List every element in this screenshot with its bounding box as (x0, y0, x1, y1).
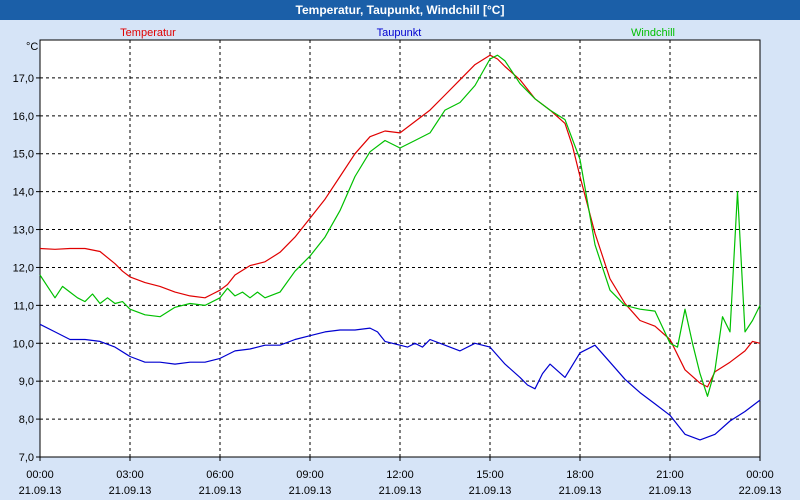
plot-background (39, 39, 761, 458)
window-title: Temperatur, Taupunkt, Windchill [°C] (295, 3, 505, 17)
x-tick-date-label: 21.09.13 (649, 485, 692, 497)
series-line-windchill (39, 54, 761, 397)
x-tick-time-label: 12:00 (386, 469, 414, 481)
y-tick-label: 15,0 (13, 149, 34, 161)
window-title-bar: Temperatur, Taupunkt, Windchill [°C] (0, 0, 800, 20)
y-tick-label: 11,0 (13, 300, 34, 312)
y-tick-label: 8,0 (19, 414, 34, 426)
series-line-temperatur (39, 54, 761, 388)
legend-temperatur: Temperatur (120, 27, 176, 39)
y-tick-label: 17,0 (13, 73, 34, 85)
x-tick-date-label: 21.09.13 (559, 485, 602, 497)
legend: Temperatur Taupunkt Windchill (120, 27, 675, 39)
y-tick-label: 16,0 (13, 111, 34, 123)
y-tick-label: 12,0 (13, 262, 34, 274)
y-axis-unit-label: °C (26, 41, 38, 53)
x-tick-time-label: 21:00 (656, 469, 684, 481)
x-tick-date-label: 21.09.13 (289, 485, 332, 497)
grid (40, 40, 760, 457)
x-tick-date-label: 21.09.13 (19, 485, 62, 497)
y-tick-label: 10,0 (13, 338, 34, 350)
x-tick-time-label: 06:00 (206, 469, 234, 481)
x-tick-time-label: 00:00 (746, 469, 774, 481)
x-tick-time-label: 15:00 (476, 469, 504, 481)
x-tick-time-label: 18:00 (566, 469, 594, 481)
y-tick-label: 9,0 (19, 376, 34, 388)
series-group (39, 54, 761, 441)
x-tick-time-label: 00:00 (26, 469, 54, 481)
x-tick-date-label: 22.09.13 (739, 485, 782, 497)
x-tick-date-label: 21.09.13 (469, 485, 512, 497)
legend-windchill: Windchill (631, 27, 675, 39)
x-tick-date-label: 21.09.13 (109, 485, 152, 497)
x-tick-time-label: 09:00 (296, 469, 324, 481)
axes: °C 7,0 8,0 9,0 10,0 11,0 12,0 13,0 14,0 15,0 16,0… (13, 41, 782, 497)
x-tick-date-label: 21.09.13 (199, 485, 242, 497)
x-tick-date-label: 21.09.13 (379, 485, 422, 497)
x-tick-time-label: 03:00 (116, 469, 144, 481)
series-line-taupunkt (39, 323, 761, 441)
legend-taupunkt: Taupunkt (377, 27, 422, 39)
y-tick-label: 7,0 (19, 452, 34, 464)
y-tick-label: 14,0 (13, 187, 34, 199)
y-tick-label: 13,0 (13, 225, 34, 237)
